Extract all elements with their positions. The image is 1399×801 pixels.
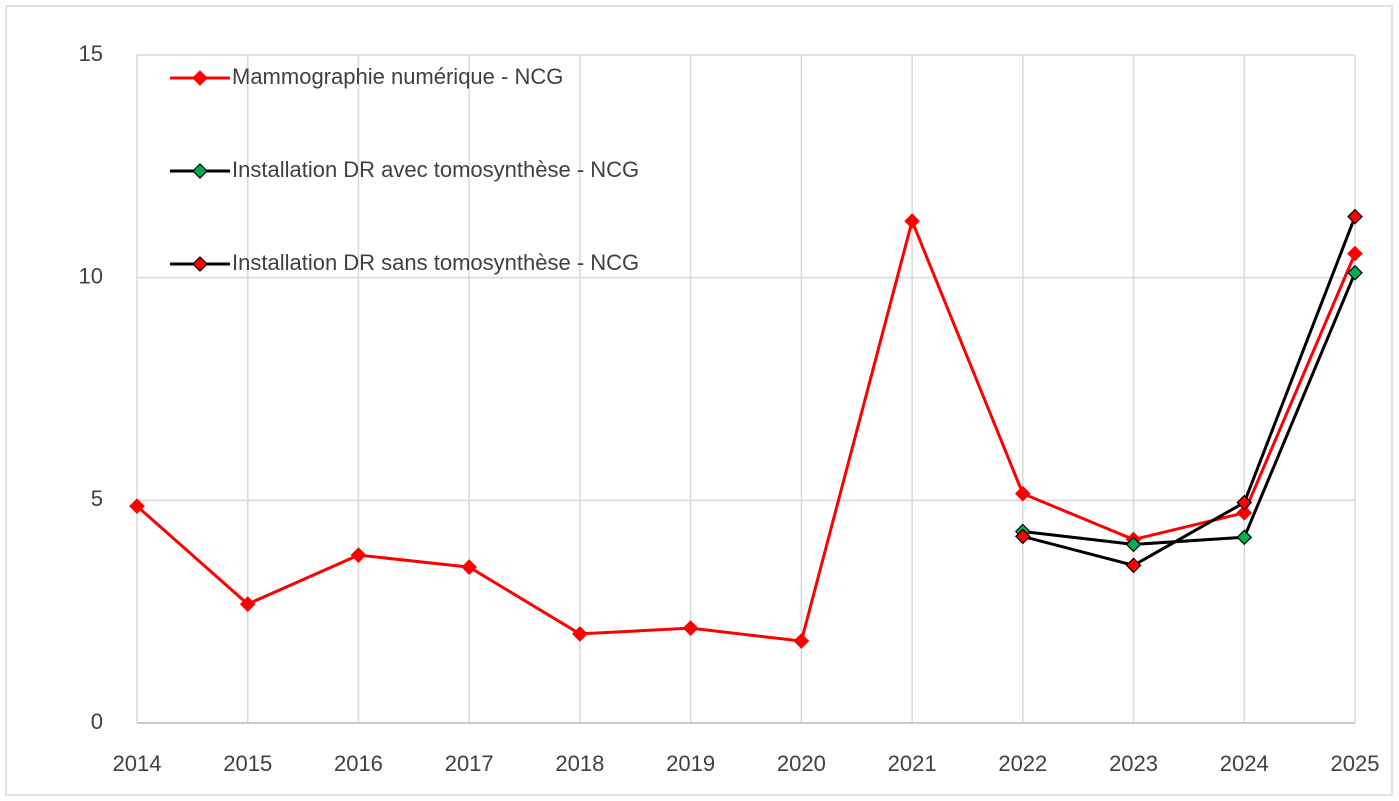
- marker: [904, 213, 920, 229]
- marker: [1014, 485, 1031, 502]
- marker: [1125, 536, 1142, 553]
- marker: [239, 596, 256, 612]
- x-tick-label: 2017: [445, 751, 494, 776]
- marker: [461, 559, 478, 575]
- marker: [1347, 208, 1363, 225]
- chart-border: [5, 5, 1393, 796]
- x-tick-label: 2016: [334, 751, 383, 776]
- legend-label: Installation DR avec tomosynthèse - NCG: [232, 157, 639, 182]
- marker: [350, 547, 367, 563]
- y-tick-label: 0: [91, 709, 103, 734]
- series-line: [136, 219, 1357, 643]
- x-tick-label: 2014: [113, 751, 162, 776]
- marker: [1236, 494, 1253, 511]
- legend-label: Mammographie numérique - NCG: [232, 64, 563, 89]
- y-tick-label: 15: [79, 41, 103, 66]
- marker: [682, 620, 699, 636]
- marker: [1236, 504, 1253, 521]
- legend-marker: [192, 256, 208, 272]
- x-tick-label: 2023: [1109, 751, 1158, 776]
- marker: [129, 498, 145, 514]
- marker: [1347, 245, 1363, 262]
- marker: [1236, 529, 1253, 546]
- x-tick-label: 2022: [998, 751, 1047, 776]
- x-tick-label: 2015: [223, 751, 272, 776]
- marker: [793, 633, 810, 649]
- legend-marker: [192, 163, 208, 179]
- y-tick-label: 5: [91, 486, 103, 511]
- series-line: [1022, 272, 1357, 546]
- marker: [572, 626, 588, 642]
- marker: [1125, 557, 1142, 574]
- legend-marker: [192, 70, 208, 86]
- x-tick-label: 2020: [777, 751, 826, 776]
- marker: [1347, 264, 1363, 281]
- legend-label: Installation DR sans tomosynthèse - NCG: [232, 250, 639, 275]
- y-tick-label: 10: [79, 263, 103, 288]
- series-line: [1022, 216, 1357, 567]
- x-tick-label: 2018: [555, 751, 604, 776]
- x-tick-label: 2024: [1220, 751, 1269, 776]
- x-tick-label: 2025: [1331, 751, 1380, 776]
- x-tick-label: 2019: [666, 751, 715, 776]
- marker: [1014, 528, 1031, 545]
- x-tick-label: 2021: [888, 751, 937, 776]
